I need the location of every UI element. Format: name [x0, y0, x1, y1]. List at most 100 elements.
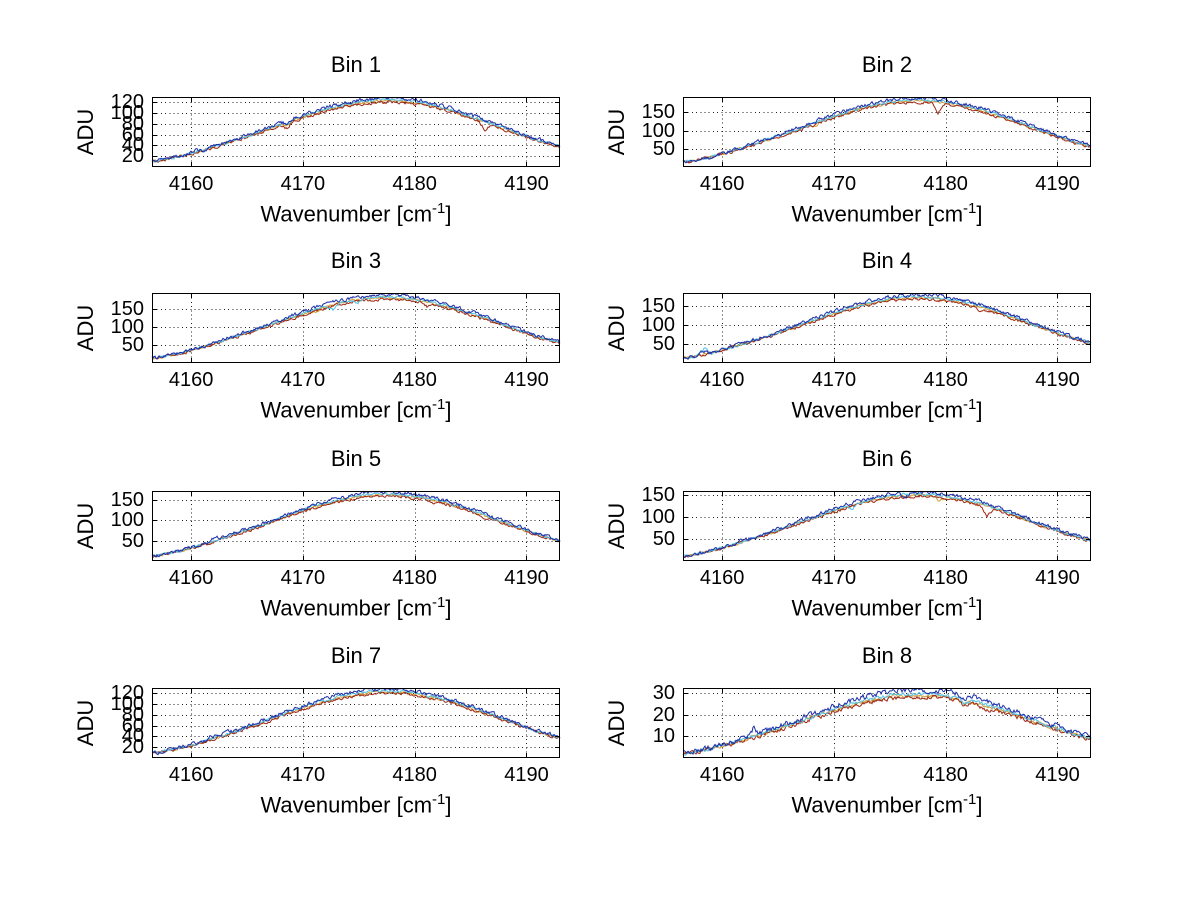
- x-axis-label-text: Wavenumber [cm: [260, 397, 433, 423]
- y-tick-label: 80: [121, 703, 144, 726]
- x-axis-label: Wavenumber [cm-1]: [152, 594, 560, 621]
- subplot-bin-2: Bin 2 ADU Wavenumber [cm-1] 50 100 150 4160…: [604, 52, 1092, 226]
- y-tick-label: 50: [652, 332, 675, 355]
- y-tick-label: 40: [121, 725, 144, 748]
- x-tick-label: 4160: [168, 764, 214, 786]
- x-tick-label: 4190: [1035, 369, 1080, 391]
- x-tick-label: 4170: [811, 764, 857, 786]
- y-tick-label: 150: [641, 483, 675, 506]
- plot-area: [682, 688, 1092, 758]
- plot-area: [682, 490, 1092, 561]
- x-tick-label: 4190: [504, 567, 549, 589]
- subplot-title: Bin 6: [861, 446, 913, 471]
- x-axis-label-superscript: -1: [432, 791, 446, 808]
- y-tick-label: 50: [121, 334, 144, 357]
- y-tick-label: 100: [110, 693, 144, 716]
- y-tick-label: 20: [121, 736, 144, 759]
- x-tick-label: 4180: [923, 173, 968, 195]
- x-axis-label-bracket: ]: [976, 595, 983, 621]
- y-tick-label: 10: [652, 725, 675, 748]
- x-tick-label: 4180: [392, 369, 437, 391]
- x-tick-label: 4190: [1035, 173, 1080, 195]
- x-tick-label: 4170: [280, 369, 326, 391]
- x-tick-label: 4160: [168, 567, 214, 589]
- subplot-title: Bin 3: [330, 248, 382, 273]
- y-tick-label: 100: [641, 119, 675, 142]
- subplot-bin-6: Bin 6 ADU Wavenumber [cm-1] 50 100 150 4160…: [604, 446, 1092, 620]
- x-tick-label: 4180: [392, 173, 437, 195]
- x-axis-label: Wavenumber [cm-1]: [152, 791, 560, 818]
- x-tick-label: 4180: [392, 764, 437, 786]
- y-tick-label: 100: [110, 102, 144, 125]
- subplot-title: Bin 4: [861, 248, 913, 273]
- x-tick-label: 4160: [699, 764, 745, 786]
- y-tick-label: 30: [652, 682, 675, 705]
- x-axis-label-bracket: ]: [445, 397, 452, 423]
- subplot-title: Bin 2: [861, 52, 913, 77]
- subplot-bin-5: Bin 5 ADU Wavenumber [cm-1] 50 100 150 4160…: [73, 446, 561, 620]
- x-axis-label-superscript: -1: [432, 594, 446, 611]
- x-tick-label: 4170: [811, 173, 857, 195]
- x-axis-label-superscript: -1: [963, 200, 977, 217]
- x-axis-label-bracket: ]: [976, 201, 983, 227]
- x-axis-label-superscript: -1: [432, 200, 446, 217]
- x-tick-label: 4170: [280, 173, 326, 195]
- plot-area: [682, 292, 1092, 363]
- y-tick-label: 150: [110, 298, 144, 321]
- x-axis-label: Wavenumber [cm-1]: [152, 200, 560, 227]
- x-tick-label: 4180: [923, 369, 968, 391]
- x-axis-label: Wavenumber [cm-1]: [152, 396, 560, 423]
- x-tick-label: 4190: [504, 369, 549, 391]
- x-axis-label-text: Wavenumber [cm: [791, 595, 964, 621]
- plot-area: [151, 687, 561, 758]
- x-axis-label: Wavenumber [cm-1]: [683, 396, 1091, 423]
- x-axis-label-bracket: ]: [445, 595, 452, 621]
- x-tick-label: 4190: [504, 764, 549, 786]
- y-tick-label: 100: [110, 509, 144, 532]
- x-tick-label: 4160: [699, 173, 745, 195]
- y-tick-label: 50: [652, 137, 675, 160]
- x-axis-label-text: Wavenumber [cm: [260, 201, 433, 227]
- x-tick-label: 4170: [280, 567, 326, 589]
- x-axis-label-superscript: -1: [963, 594, 977, 611]
- x-axis-label: Wavenumber [cm-1]: [683, 200, 1091, 227]
- plot-area: [682, 97, 1092, 167]
- subplot-title: Bin 5: [330, 446, 382, 471]
- subplot-title: Bin 7: [330, 643, 382, 668]
- x-axis-label-bracket: ]: [445, 792, 452, 818]
- y-tick-label: 120: [110, 682, 144, 705]
- x-axis-label-superscript: -1: [963, 791, 977, 808]
- y-tick-label: 150: [641, 294, 675, 317]
- x-axis-label-text: Wavenumber [cm: [791, 397, 964, 423]
- x-axis-label-text: Wavenumber [cm: [791, 792, 964, 818]
- y-tick-label: 100: [110, 316, 144, 339]
- x-tick-label: 4170: [811, 567, 857, 589]
- y-tick-label: 150: [110, 488, 144, 511]
- y-tick-label: 60: [121, 123, 144, 146]
- y-tick-label: 80: [121, 112, 144, 135]
- x-tick-label: 4160: [699, 369, 745, 391]
- x-tick-label: 4180: [923, 567, 968, 589]
- subplot-bin-4: Bin 4 ADU Wavenumber [cm-1] 50 100 150 4160…: [604, 248, 1092, 422]
- x-tick-label: 4180: [923, 764, 968, 786]
- x-tick-label: 4160: [168, 369, 214, 391]
- x-tick-label: 4190: [1035, 567, 1080, 589]
- subplot-bin-7: Bin 7 ADU Wavenumber [cm-1] 20 40 60 80 100 1…: [73, 643, 561, 817]
- y-tick-label: 50: [652, 527, 675, 550]
- y-tick-label: 100: [641, 313, 675, 336]
- x-axis-label: Wavenumber [cm-1]: [683, 791, 1091, 818]
- y-tick-label: 40: [121, 134, 144, 157]
- y-tick-label: 100: [641, 505, 675, 528]
- x-tick-label: 4170: [280, 764, 326, 786]
- x-tick-label: 4190: [504, 173, 549, 195]
- y-tick-label: 120: [110, 91, 144, 114]
- y-tick-label: 50: [121, 529, 144, 552]
- x-axis-label-bracket: ]: [976, 792, 983, 818]
- subplot-title: Bin 8: [861, 643, 913, 668]
- x-tick-label: 4190: [1035, 764, 1080, 786]
- plot-area: [151, 292, 561, 363]
- plot-area: [151, 96, 561, 167]
- x-tick-label: 4160: [168, 173, 214, 195]
- x-axis-label-text: Wavenumber [cm: [260, 595, 433, 621]
